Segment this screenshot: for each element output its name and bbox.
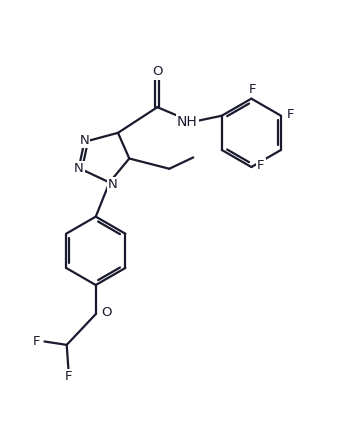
Text: NH: NH — [177, 115, 197, 129]
Text: O: O — [152, 66, 162, 78]
Text: F: F — [287, 107, 294, 121]
Text: F: F — [248, 82, 256, 96]
Text: N: N — [74, 162, 83, 175]
Text: F: F — [33, 335, 41, 348]
Text: F: F — [65, 370, 72, 383]
Text: N: N — [80, 134, 89, 147]
Text: F: F — [257, 159, 265, 172]
Text: N: N — [108, 178, 118, 191]
Text: O: O — [102, 306, 112, 319]
